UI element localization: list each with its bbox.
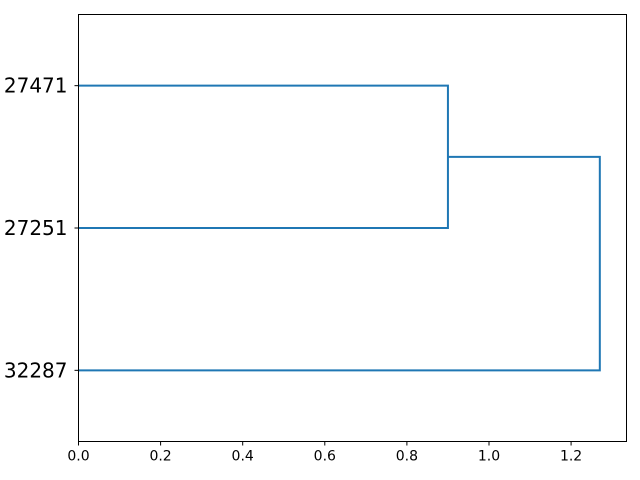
x-tick-label: 0.0 — [67, 449, 89, 465]
x-tick-label: 0.8 — [396, 449, 418, 465]
x-tick-label: 1.0 — [478, 449, 500, 465]
x-tick-label: 0.2 — [149, 449, 171, 465]
x-tick-label: 0.6 — [314, 449, 336, 465]
dendrogram-link — [78, 155, 601, 372]
leaf-label: 27251 — [4, 216, 68, 240]
leaf-label: 27471 — [4, 74, 68, 98]
leaf-label: 32287 — [4, 358, 68, 382]
dendrogram-link — [78, 84, 449, 229]
x-tick-label: 1.2 — [560, 449, 582, 465]
x-tick-label: 0.4 — [232, 449, 254, 465]
